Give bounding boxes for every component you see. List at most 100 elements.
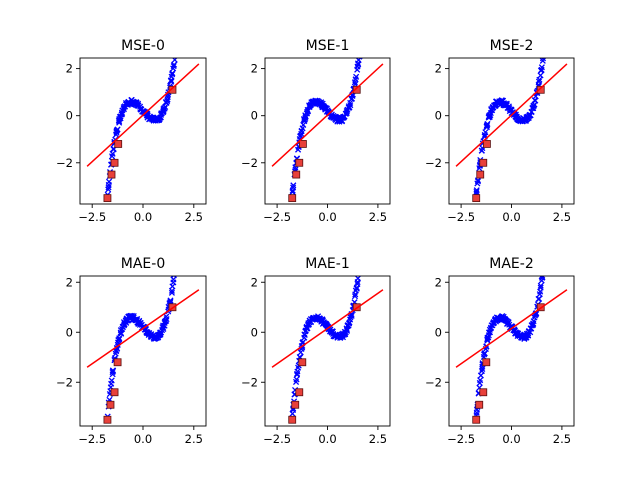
- data-point: [473, 187, 480, 194]
- data-point: [173, 52, 178, 57]
- data-point: [105, 184, 112, 191]
- data-point: [536, 295, 543, 302]
- y-tick-label: 2: [251, 275, 258, 289]
- x-tick-label: 2.5: [185, 210, 203, 224]
- data-point: [536, 76, 543, 83]
- data-point: [474, 177, 482, 184]
- data-point: [542, 259, 547, 264]
- fit-line: [271, 289, 384, 368]
- data-point: [537, 284, 544, 291]
- outlier-point: [114, 140, 123, 148]
- data-point: [358, 42, 363, 47]
- data-point: [164, 97, 171, 105]
- data-point: [479, 365, 486, 373]
- data-point: [541, 48, 546, 53]
- outlier-point: [107, 170, 116, 179]
- data-point: [543, 33, 548, 38]
- plot-area: [455, 259, 568, 424]
- x-tick-label: −2.5: [447, 432, 475, 446]
- data-point: [302, 114, 309, 121]
- data-point: [539, 276, 546, 281]
- data-point: [116, 336, 123, 343]
- subplot-3: −2.5 0.0 2.5 −2 0 2 MAE-0: [56, 256, 207, 446]
- data-point: [487, 112, 494, 119]
- subplot-4: −2.5 0.0 2.5 −2 0 2 MAE-1: [241, 252, 391, 446]
- y-tick-label: 0: [435, 325, 442, 339]
- outlier-point: [472, 194, 481, 203]
- x-tick-label: −2.5: [78, 210, 106, 224]
- x-tick-label: 2.5: [553, 210, 571, 224]
- data-point: [173, 261, 178, 266]
- data-point: [169, 70, 176, 77]
- data-point: [290, 182, 297, 189]
- data-point: [173, 260, 178, 265]
- data-point: [118, 330, 125, 337]
- y-tick-label: 2: [66, 275, 73, 289]
- data-point: [539, 276, 546, 279]
- data-point: [348, 312, 355, 319]
- data-point: [174, 43, 179, 48]
- outlier-point: [103, 415, 112, 424]
- outlier-point: [292, 170, 301, 179]
- data-point: [342, 331, 349, 338]
- data-point: [167, 298, 174, 305]
- outlier-point: [479, 158, 488, 167]
- data-point: [541, 260, 546, 265]
- data-point: [114, 126, 121, 133]
- y-tick-label: −2: [56, 156, 73, 170]
- subplot-title: MSE-0: [121, 38, 165, 54]
- outlier-point: [168, 85, 177, 94]
- subplot-1: −2.5 0.0 2.5 −2 0 2 MSE-1: [241, 38, 391, 224]
- x-tick-label: −2.5: [78, 432, 106, 446]
- data-point: [173, 257, 178, 262]
- data-point: [358, 256, 363, 261]
- x-tick-label: −2.5: [447, 210, 475, 224]
- data-point: [358, 252, 363, 257]
- x-tick-label: 0.0: [502, 432, 520, 446]
- x-tick-label: 0.0: [318, 432, 336, 446]
- y-tick-label: −2: [425, 156, 442, 170]
- y-tick-label: −2: [425, 375, 442, 389]
- data-point: [170, 276, 177, 279]
- y-tick-label: −2: [241, 156, 258, 170]
- subplot-5: −2.5 0.0 2.5 −2 0 2 MAE-2: [425, 256, 575, 446]
- data-point: [135, 100, 142, 107]
- fit-line: [86, 63, 200, 167]
- data-point: [175, 36, 180, 41]
- y-tick-label: 0: [435, 109, 442, 123]
- data-point: [167, 297, 174, 304]
- data-point: [347, 102, 354, 109]
- data-point: [354, 276, 361, 282]
- outlier-point: [299, 140, 307, 148]
- data-point: [535, 78, 543, 85]
- fit-line: [455, 289, 568, 368]
- data-point: [543, 35, 548, 40]
- data-point: [483, 122, 490, 129]
- outlier-point: [483, 140, 491, 148]
- outlier-point: [536, 85, 545, 94]
- subplot-0: −2.5 0.0 2.5 −2 0 2 MSE-0: [56, 36, 207, 224]
- outlier-point: [110, 158, 119, 167]
- data-point: [170, 63, 177, 70]
- outlier-point: [482, 358, 491, 367]
- data-point: [541, 47, 546, 52]
- outlier-point: [472, 415, 481, 424]
- x-tick-label: 0.0: [134, 432, 152, 446]
- data-point: [357, 49, 362, 54]
- outlier-point: [295, 388, 304, 397]
- plot-area: [271, 42, 384, 203]
- data-point: [172, 265, 177, 270]
- data-point: [358, 257, 363, 262]
- subplot-title: MAE-0: [121, 256, 165, 272]
- subplot-title: MAE-2: [489, 256, 533, 272]
- outlier-point: [288, 415, 297, 424]
- data-point: [110, 367, 117, 375]
- data-point: [540, 266, 545, 271]
- data-point: [353, 73, 360, 80]
- data-point: [160, 325, 167, 332]
- data-point: [357, 268, 362, 273]
- data-point: [356, 269, 361, 274]
- plot-area: [86, 36, 200, 203]
- x-tick-label: 0.0: [134, 210, 152, 224]
